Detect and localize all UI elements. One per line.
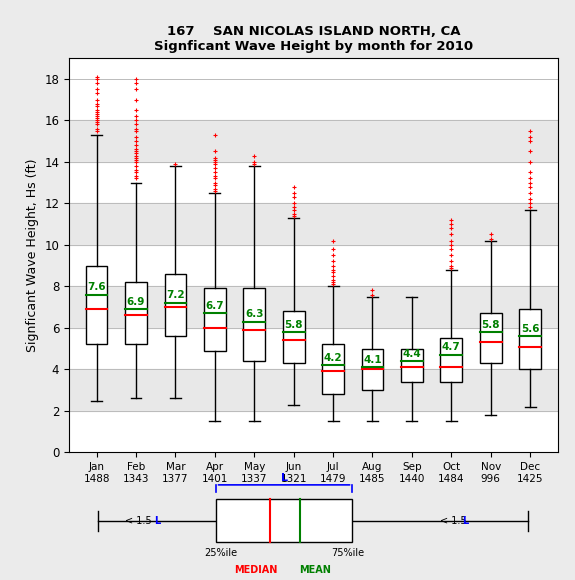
Text: < 1.5: < 1.5 [125, 516, 155, 525]
Bar [362, 349, 384, 390]
Text: L: L [281, 473, 288, 483]
Text: MEDIAN: MEDIAN [234, 565, 277, 575]
Bar [519, 309, 541, 369]
Text: 5.8: 5.8 [481, 320, 500, 329]
Text: L: L [462, 516, 469, 525]
Text: 5.6: 5.6 [521, 324, 539, 334]
Text: 6.9: 6.9 [127, 297, 145, 307]
Text: 6.7: 6.7 [205, 301, 224, 311]
Bar [401, 349, 423, 382]
Bar [69, 369, 558, 411]
Title: 167    SAN NICOLAS ISLAND NORTH, CA
Signficant Wave Height by month for 2010: 167 SAN NICOLAS ISLAND NORTH, CA Signfic… [154, 25, 473, 53]
Bar [69, 120, 558, 162]
Bar [243, 288, 265, 361]
Bar [164, 274, 186, 336]
Text: 4.7: 4.7 [442, 342, 461, 352]
Text: 75%ile: 75%ile [331, 548, 364, 558]
Text: MEAN: MEAN [299, 565, 331, 575]
Bar [86, 266, 108, 345]
Bar [204, 288, 225, 351]
Bar [480, 313, 501, 363]
Text: 4.2: 4.2 [324, 353, 342, 362]
Bar [216, 499, 352, 542]
Text: 6.3: 6.3 [245, 309, 263, 319]
Text: < 1.5: < 1.5 [440, 516, 470, 525]
Text: 4.1: 4.1 [363, 355, 382, 365]
Bar [283, 311, 305, 363]
Bar [440, 338, 462, 382]
Bar [125, 282, 147, 345]
Text: L: L [155, 516, 161, 525]
Text: 7.2: 7.2 [166, 291, 185, 300]
Text: 25%ile: 25%ile [204, 548, 237, 558]
Bar [322, 345, 344, 394]
Y-axis label: Signficant Wave Height, Hs (ft): Signficant Wave Height, Hs (ft) [26, 158, 39, 352]
Bar [69, 204, 558, 245]
Text: 7.6: 7.6 [87, 282, 106, 292]
Text: 5.8: 5.8 [285, 320, 303, 329]
Bar [69, 287, 558, 328]
Text: 4.4: 4.4 [402, 349, 421, 358]
